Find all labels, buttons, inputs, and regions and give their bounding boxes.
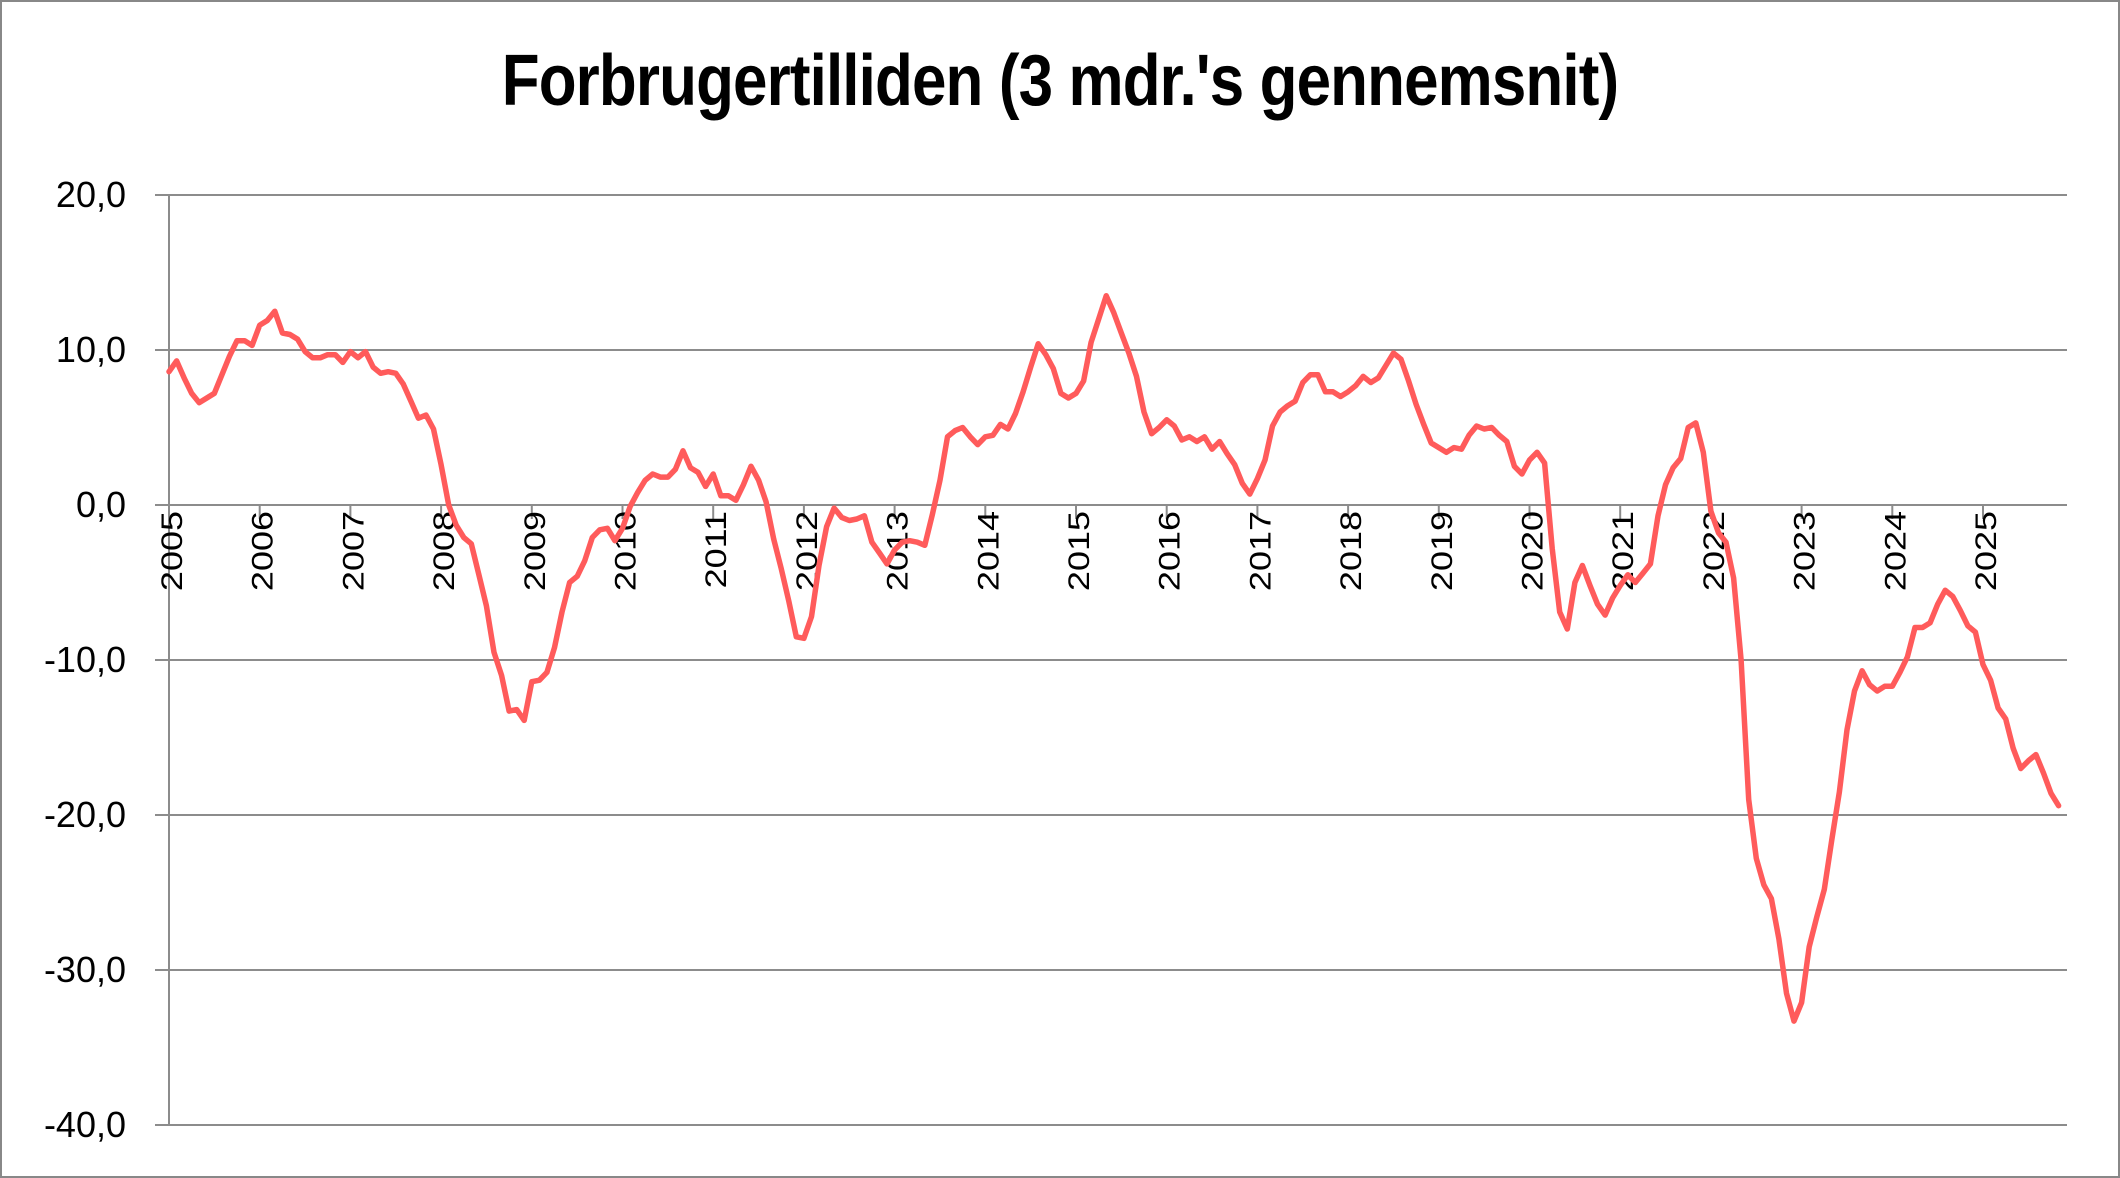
x-tick-label: 2016: [1153, 511, 1186, 591]
y-tick-label: 20,0: [56, 174, 126, 215]
x-tick-label: 2007: [336, 511, 369, 591]
x-tick-label: 2015: [1062, 511, 1095, 591]
chart-title: Forbrugertilliden (3 mdr.'s gennemsnit): [501, 41, 1619, 121]
x-tick-label: 2006: [246, 511, 279, 591]
x-tick-label: 2023: [1788, 511, 1821, 591]
x-tick-label: 2019: [1425, 511, 1458, 591]
y-tick-label: 10,0: [56, 329, 126, 370]
x-tick-label: 2020: [1516, 511, 1549, 591]
series-line: [166, 293, 2062, 1024]
y-tick-label: -30,0: [44, 949, 126, 990]
y-axis: 20,0 10,0 0,0 -10,0 -20,0 -30,0 -40,0: [44, 174, 170, 1145]
x-tick-label: 2009: [518, 511, 551, 591]
x-tick-label: 2025: [1969, 511, 2002, 591]
y-tick-label: -40,0: [44, 1104, 126, 1145]
y-tick-label: -10,0: [44, 639, 126, 680]
x-tick-label: 2017: [1243, 511, 1276, 591]
x-axis: 2005 2006 2007 2008 2009 2010 2011 2012 2013 2014…: [155, 505, 2002, 591]
gridlines: [155, 194, 2067, 1126]
x-tick-label: 2005: [155, 511, 188, 591]
x-tick-label: 2018: [1334, 511, 1367, 591]
x-tick-label: 2024: [1878, 511, 1911, 591]
y-tick-label: -20,0: [44, 794, 126, 835]
x-tick-label: 2014: [971, 511, 1004, 591]
x-tick-label: 2011: [699, 511, 732, 588]
y-tick-label: 0,0: [76, 484, 126, 525]
